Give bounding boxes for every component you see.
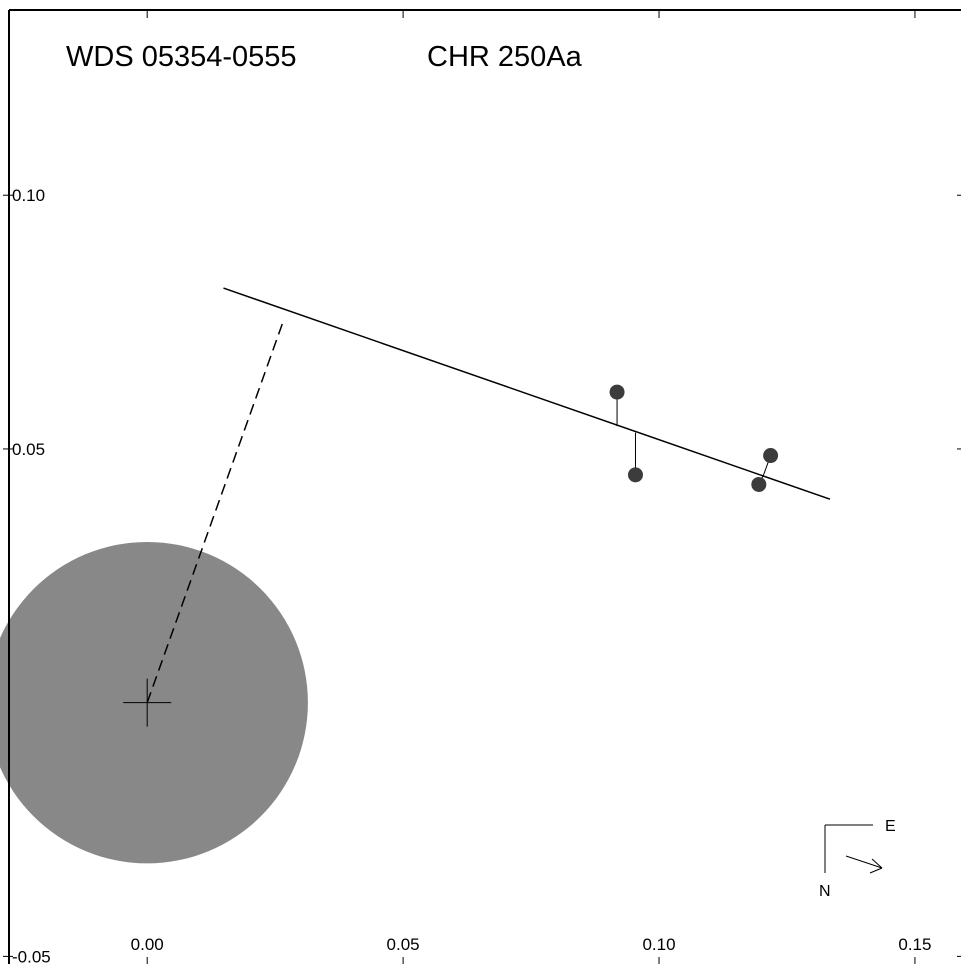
observation-point-1: [609, 384, 625, 400]
motion-direction-arrow-icon: [845, 855, 883, 874]
x-tick-label-3: 0.10: [642, 935, 675, 954]
y-tick-label-3: -0.05: [12, 947, 51, 964]
orientation-compass: E N: [819, 818, 896, 900]
compass-east-label: E: [885, 818, 896, 835]
compass-north-label: N: [819, 883, 831, 900]
x-tick-label-1: 0.00: [131, 935, 164, 954]
chart-title-pair: CHR 250Aa: [427, 41, 583, 73]
x-tick-label-4: 0.15: [898, 935, 931, 954]
chart-title-wds: WDS 05354-0555: [66, 41, 297, 73]
observation-point-2: [627, 467, 643, 483]
y-tick-label-1: 0.10: [12, 186, 45, 205]
orbit-segment: [223, 287, 831, 500]
y-tick-label-2: 0.05: [12, 440, 45, 459]
x-tick-label-2: 0.05: [387, 935, 420, 954]
observation-point-3: [751, 476, 767, 492]
observation-point-4: [763, 448, 779, 464]
